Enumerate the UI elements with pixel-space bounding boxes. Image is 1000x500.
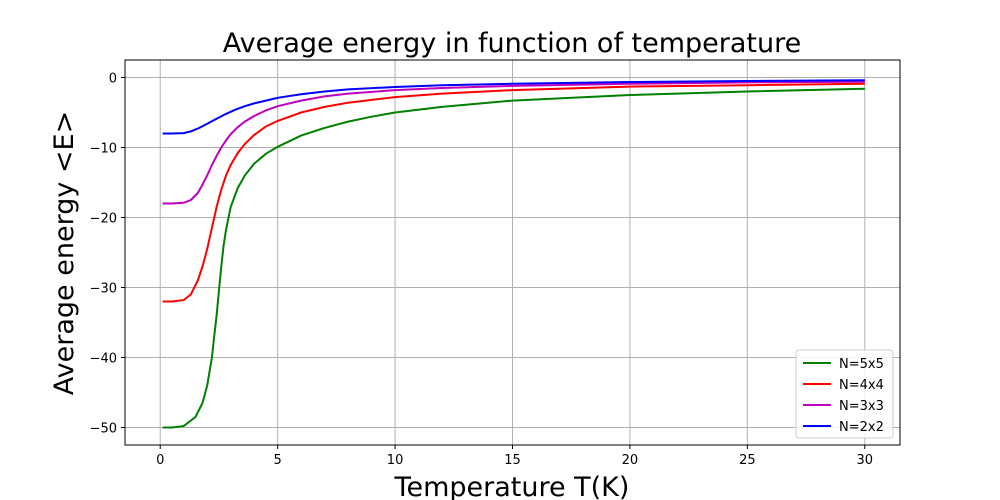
axis-ticks: 0 5 10 15 20 25 30 0 −10 −20 −30 −40 −50 [90,72,873,469]
y-tick-label: −20 [90,212,117,227]
series-layer [162,79,865,429]
legend-label: N=2x2 [839,420,884,435]
grid [125,60,900,445]
x-tick-label: 15 [504,453,521,468]
legend-box [795,349,894,439]
x-tick-label: 25 [739,453,756,468]
x-tick-label: 0 [156,453,164,468]
series-line-n-4x4 [162,82,865,303]
series-line-n-2x2 [162,79,865,135]
y-tick-label: −50 [90,422,117,437]
x-tick-label: 5 [274,453,282,468]
y-tick-label: 0 [109,72,117,87]
series-line-n-5x5 [162,87,865,429]
y-tick-label: −40 [90,352,117,367]
x-axis-label: Temperature T(K) [394,472,630,500]
legend: N=5x5 N=4x4 N=3x3 N=2x2 [795,349,894,439]
x-tick-label: 30 [856,453,873,468]
legend-label: N=3x3 [839,399,884,414]
y-axis-label: Average energy <E> [49,111,80,395]
y-tick-label: −30 [90,282,117,297]
series-line-n-3x3 [162,80,865,205]
legend-label: N=5x5 [839,357,884,372]
legend-label: N=4x4 [839,378,884,393]
x-tick-label: 20 [622,453,639,468]
chart-title: Average energy in function of temperatur… [223,28,802,59]
y-tick-label: −10 [90,142,117,157]
x-tick-label: 10 [387,453,404,468]
